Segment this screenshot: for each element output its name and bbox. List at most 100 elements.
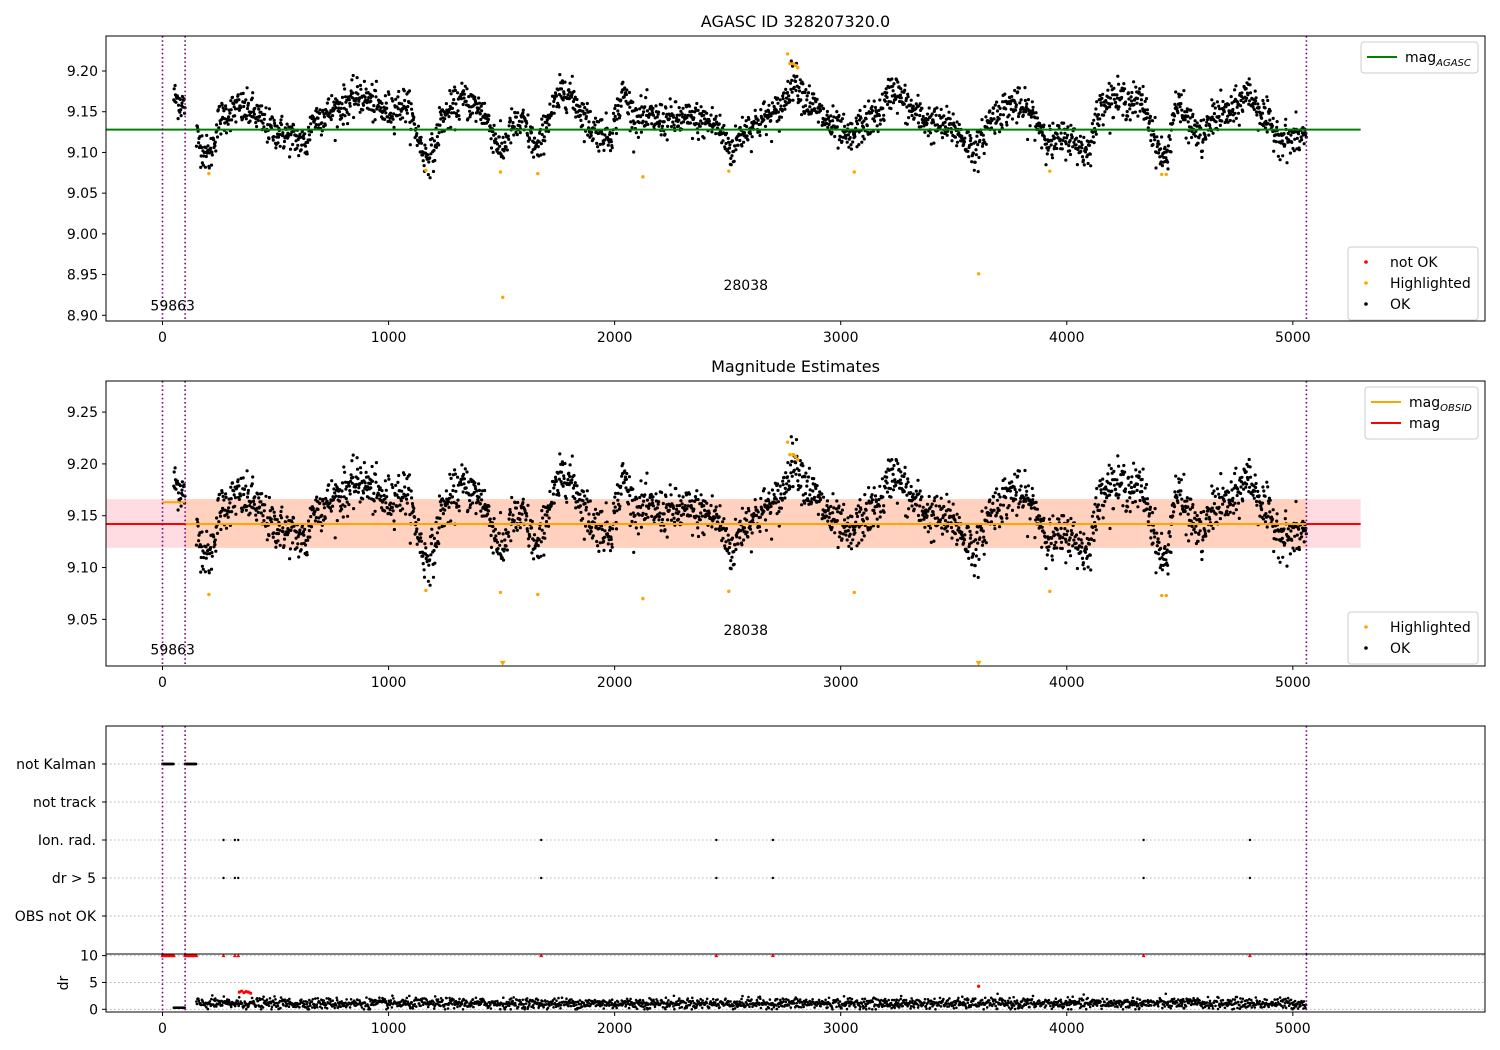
ok-point (624, 92, 629, 97)
ok-point (1263, 106, 1267, 110)
ok-point (957, 131, 961, 135)
ok-point (387, 92, 391, 96)
ok-point (237, 497, 241, 501)
ok-point (480, 109, 484, 113)
ok-point (459, 480, 463, 484)
ok-point (1121, 504, 1125, 508)
ok-point (960, 134, 964, 138)
ok-point (634, 131, 638, 135)
ok-point (489, 146, 494, 150)
ok-point (419, 141, 424, 145)
ok-point (736, 143, 740, 147)
ok-point (705, 111, 709, 115)
ok-point (1086, 565, 1090, 569)
ok-point (413, 515, 417, 519)
ok-point (1017, 86, 1022, 90)
ok-point (461, 490, 465, 494)
ok-point (840, 117, 845, 121)
ok-point (877, 108, 881, 112)
ok-point (291, 142, 295, 147)
ok-point (1079, 149, 1083, 153)
ok-point (197, 539, 201, 543)
ok-point (530, 126, 534, 130)
ok-point (1299, 135, 1303, 139)
ok-point (1240, 91, 1244, 95)
ok-point (224, 107, 228, 111)
ok-point (970, 563, 974, 567)
ok-point (207, 571, 211, 575)
ok-point (982, 535, 986, 539)
ok-point (1047, 124, 1052, 128)
ok-point (1235, 105, 1239, 109)
ok-point (614, 104, 618, 108)
ok-point (539, 540, 543, 544)
ok-point (500, 141, 504, 145)
ok-point (855, 511, 859, 515)
ok-point (668, 483, 672, 487)
ok-point (249, 500, 253, 504)
ok-point (203, 570, 207, 574)
ok-point (777, 510, 781, 514)
ok-point (200, 545, 204, 549)
ok-point (578, 504, 583, 508)
ok-point (248, 511, 252, 515)
ok-point (269, 124, 273, 128)
ok-point (1147, 119, 1152, 124)
ok-point (921, 505, 925, 509)
ok-point (639, 505, 643, 510)
ok-point (427, 160, 431, 164)
ok-point (1152, 135, 1156, 139)
ok-point (1030, 486, 1034, 491)
ok-point (902, 102, 906, 106)
ok-point (1297, 132, 1301, 136)
ok-point (888, 487, 893, 491)
ok-point (331, 504, 335, 508)
ok-point (1084, 147, 1088, 151)
ok-point (225, 120, 229, 124)
ok-point (221, 494, 225, 498)
ok-point (520, 120, 524, 124)
ok-point (674, 486, 678, 491)
ok-point (931, 510, 935, 514)
ok-point (788, 81, 793, 85)
ok-point (389, 111, 393, 115)
ok-point (909, 103, 913, 107)
ok-point (796, 94, 800, 98)
ok-point (443, 508, 447, 512)
ok-point (437, 106, 442, 110)
ok-point (937, 114, 942, 118)
ok-point (466, 508, 470, 512)
ok-point (788, 463, 793, 467)
ok-point (1050, 554, 1054, 558)
ok-point (570, 478, 574, 482)
ok-point (609, 537, 613, 542)
ok-point (282, 537, 287, 541)
ok-point (805, 479, 809, 483)
ok-point (918, 113, 922, 118)
ok-point (1166, 563, 1170, 568)
ok-point (803, 492, 808, 496)
ok-point (1199, 119, 1203, 123)
ok-point (988, 498, 992, 502)
ok-point (340, 489, 344, 493)
ok-point (299, 548, 303, 552)
ok-point (438, 516, 442, 521)
ok-point (1172, 114, 1177, 118)
ok-point (645, 109, 650, 113)
ok-point (905, 515, 909, 519)
ok-point (558, 452, 562, 456)
ok-point (316, 116, 320, 120)
ok-point (516, 111, 520, 115)
ok-point (477, 96, 481, 100)
ok-point (1053, 144, 1057, 148)
ok-point (675, 116, 679, 120)
ok-point (786, 461, 790, 465)
ok-point (415, 132, 419, 136)
ok-point (1232, 119, 1236, 123)
ok-point (967, 155, 971, 159)
ok-point (714, 114, 718, 118)
ok-point (916, 93, 920, 97)
ok-point (409, 102, 413, 106)
ok-point (589, 529, 593, 534)
ok-point (759, 108, 763, 112)
